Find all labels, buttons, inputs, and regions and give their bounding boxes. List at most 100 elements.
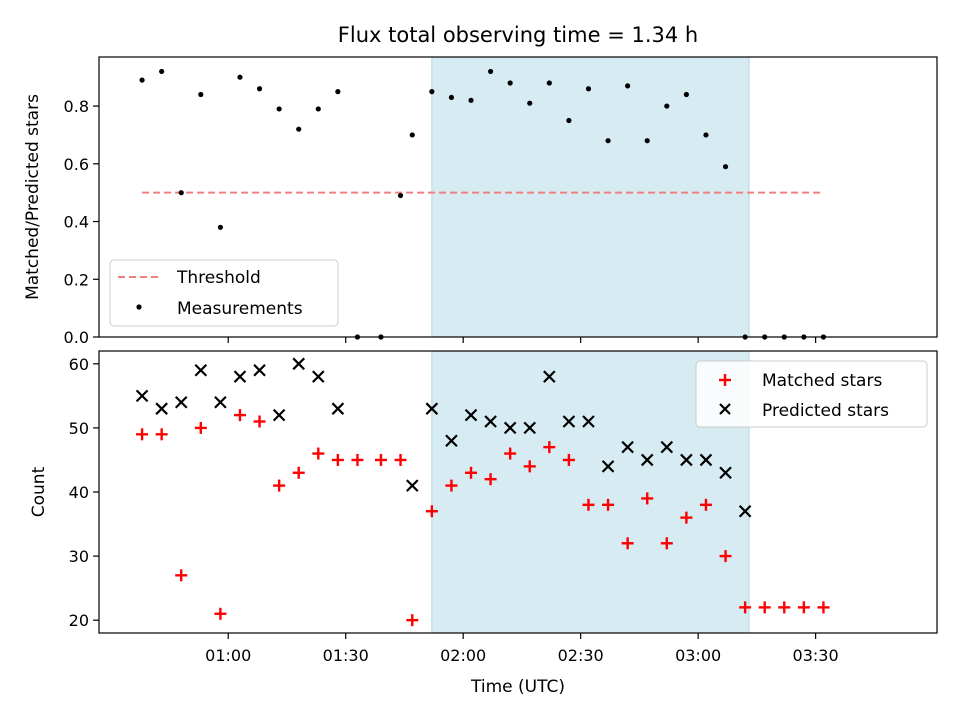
measurement-point: [256, 86, 263, 92]
predicted-star-point: [660, 440, 674, 454]
predicted-star-point: [601, 460, 615, 473]
legend-threshold-label: Threshold: [176, 268, 261, 288]
matched-star-point: [504, 447, 517, 460]
matched-star-point: [543, 441, 556, 454]
matched-star-point: [680, 511, 693, 524]
measurement-point: [335, 89, 341, 95]
matched-star-point: [394, 453, 407, 466]
matched-stars-points: [136, 409, 830, 627]
top-x-ticks: [227, 337, 817, 343]
measurement-point: [644, 138, 650, 144]
measurement-point: [664, 103, 670, 109]
measurement-point: [397, 192, 404, 199]
predicted-star-point: [523, 421, 537, 435]
predicted-star-point: [445, 434, 458, 448]
xtick-label: 03:30: [793, 646, 839, 665]
predicted-star-point: [233, 370, 247, 383]
xtick-label: 01:00: [205, 646, 251, 665]
top-panel: 0.0 0.2 0.4 0.6 0.8 Matched/Predicted stars: [23, 56, 938, 347]
predicted-stars-points: [135, 357, 752, 518]
measurement-point: [703, 132, 709, 138]
top-axes-frame: [98, 56, 938, 338]
measurement-point: [198, 91, 204, 98]
bottom-ytick-label: 30: [69, 547, 89, 566]
matched-star-point: [778, 601, 791, 614]
predicted-star-point: [582, 415, 595, 428]
predicted-star-point: [699, 453, 713, 467]
chart-title: Flux total observing time = 1.34 h: [338, 23, 698, 47]
matched-star-point: [233, 409, 246, 422]
measurement-point: [296, 126, 302, 132]
measurement-point: [605, 138, 611, 144]
measurement-point: [468, 97, 474, 103]
measurement-point: [683, 91, 689, 98]
measurement-point: [507, 80, 513, 86]
xtick-label: 03:00: [675, 646, 721, 665]
measurement-point: [159, 68, 165, 75]
matched-star-point: [425, 505, 438, 518]
predicted-star-point: [174, 395, 188, 409]
legend-matched-label: Matched stars: [762, 371, 882, 391]
legend-measurements-swatch: [136, 304, 142, 310]
predicted-star-point: [405, 479, 419, 492]
matched-star-point: [699, 498, 712, 511]
measurement-point: [315, 106, 321, 112]
legend-measurements-label: Measurements: [177, 299, 303, 319]
matched-star-point: [194, 421, 207, 434]
predicted-star-point: [640, 453, 654, 467]
measurement-point: [178, 190, 184, 196]
predicted-star-point: [738, 504, 752, 518]
matched-star-point: [273, 479, 286, 492]
matched-star-point: [739, 601, 752, 614]
predicted-star-point: [503, 421, 517, 435]
matched-star-point: [523, 460, 536, 473]
matched-star-point: [312, 447, 325, 460]
predicted-star-point: [562, 415, 576, 428]
bottom-panel: 20 30 40 50 60 01:00 01:30 02:00 02:30 03:00 03:3…: [29, 350, 938, 697]
measurement-point: [217, 224, 223, 230]
predicted-star-point: [484, 415, 497, 428]
matched-star-point: [351, 453, 364, 466]
matched-star-point: [445, 479, 458, 492]
predicted-star-point: [214, 395, 227, 409]
matched-star-point: [175, 569, 188, 582]
xtick-label: 02:00: [440, 646, 486, 665]
predicted-star-point: [621, 440, 634, 454]
top-y-ticks: 0.0 0.2 0.4 0.6 0.8: [64, 97, 99, 347]
matched-star-point: [214, 607, 227, 620]
bottom-ytick-label: 50: [69, 419, 89, 438]
matched-star-point: [374, 453, 387, 466]
bottom-ytick-label: 40: [69, 483, 89, 502]
predicted-star-point: [135, 389, 149, 403]
x-axis-label: Time (UTC): [470, 677, 565, 697]
measurement-point: [625, 83, 631, 89]
predicted-star-point: [312, 370, 325, 383]
top-ytick-label: 0.6: [64, 155, 89, 174]
matched-star-point: [484, 473, 497, 486]
measurement-points: [139, 68, 827, 340]
predicted-star-point: [155, 402, 168, 415]
matched-star-point: [253, 415, 266, 428]
xtick-label: 02:30: [558, 646, 604, 665]
predicted-star-point: [194, 363, 208, 377]
bottom-y-ticks: 20 30 40 50 60: [69, 355, 99, 630]
top-ytick-label: 0.2: [64, 270, 89, 289]
predicted-star-point: [680, 453, 693, 467]
matched-star-point: [797, 601, 810, 614]
top-shaded-span: [431, 56, 750, 338]
predicted-star-point: [292, 357, 305, 371]
matched-star-point: [155, 428, 168, 441]
legend-predicted-label: Predicted stars: [762, 401, 889, 421]
top-y-axis-label: Matched/Predicted stars: [23, 94, 43, 300]
matched-star-point: [331, 453, 344, 466]
matched-star-point: [758, 601, 771, 614]
predicted-star-point: [543, 370, 556, 383]
bottom-y-axis-label: Count: [29, 466, 49, 517]
matched-star-point: [719, 550, 732, 563]
top-ytick-label: 0.4: [64, 213, 89, 232]
matched-star-point: [136, 428, 149, 441]
matched-star-point: [660, 537, 673, 550]
measurement-point: [409, 132, 415, 138]
top-ytick-label: 0.0: [64, 328, 89, 347]
